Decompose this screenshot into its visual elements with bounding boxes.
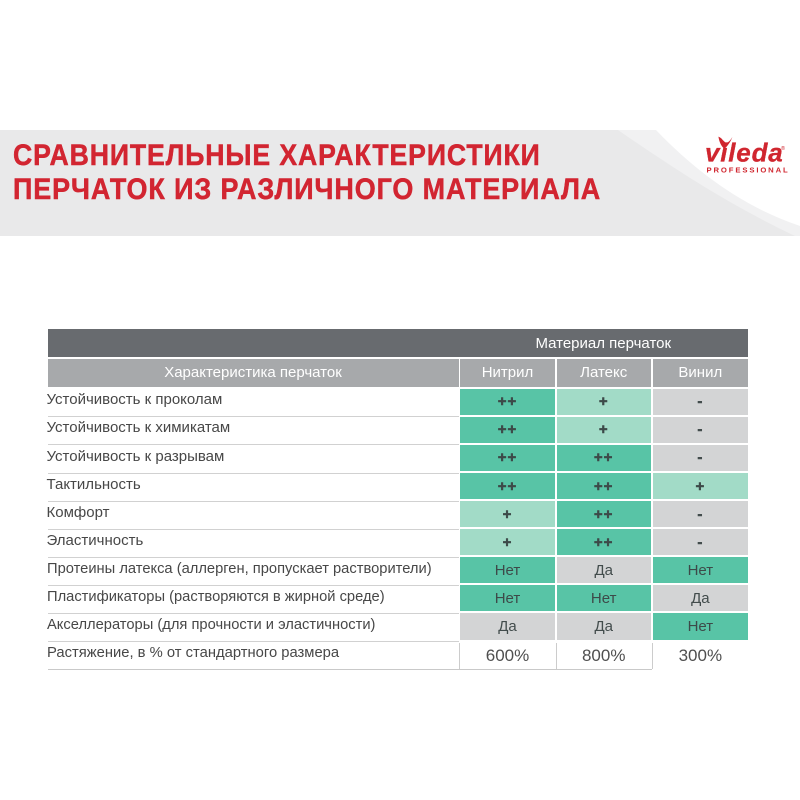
svg-text:®: ®	[781, 145, 785, 152]
svg-text:vileda: vileda	[705, 138, 784, 168]
svg-text:PROFESSIONAL: PROFESSIONAL	[707, 165, 790, 174]
